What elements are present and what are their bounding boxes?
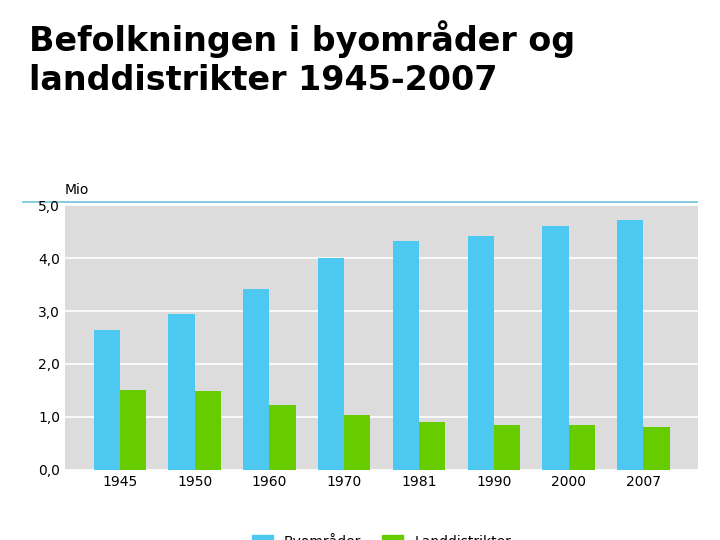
Bar [344, 415, 370, 470]
Bar [168, 314, 194, 470]
Bar [393, 241, 419, 470]
Bar [644, 428, 670, 470]
Bar [120, 390, 146, 470]
Bar [419, 422, 445, 470]
Bar [617, 220, 644, 470]
Bar [318, 258, 344, 470]
Bar [269, 404, 296, 470]
Legend: Byområder, Landdistrikter: Byområder, Landdistrikter [246, 527, 517, 540]
Bar [94, 329, 120, 470]
Bar [194, 392, 221, 470]
Bar [243, 289, 269, 470]
Bar [467, 236, 494, 470]
Bar [542, 226, 569, 470]
Bar [569, 425, 595, 470]
Text: Mio: Mio [65, 183, 89, 197]
Text: Befolkningen i byområder og
landdistrikter 1945-2007: Befolkningen i byområder og landdistrikt… [29, 20, 575, 97]
Bar [494, 425, 520, 470]
